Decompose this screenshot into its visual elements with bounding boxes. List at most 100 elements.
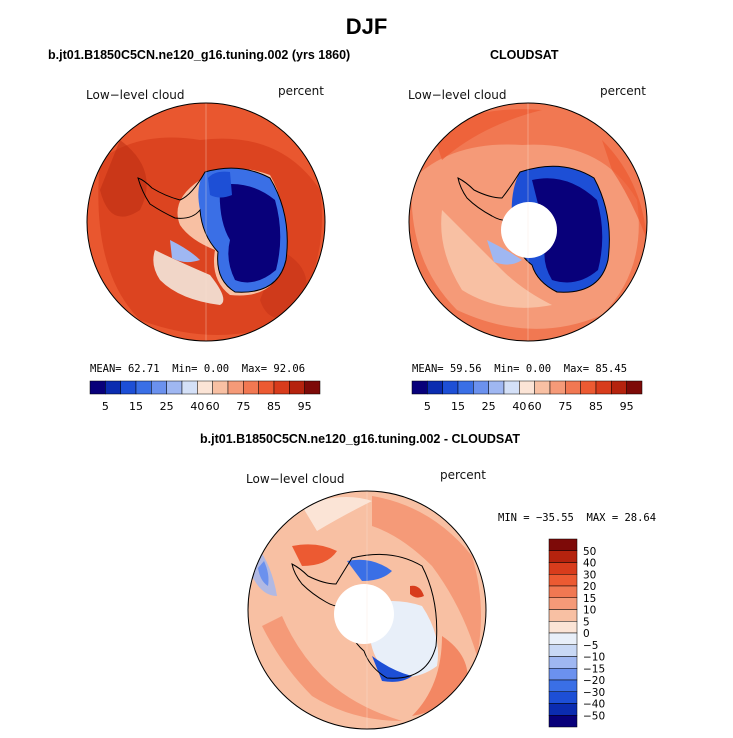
panel-1-max-label: Max=: [241, 363, 268, 375]
colorbar-tick-label: −20: [583, 675, 605, 687]
panel-3-max-label: MAX =: [586, 512, 619, 524]
colorbar-swatch: [488, 380, 505, 395]
colorbar-tick-label: 40: [512, 400, 526, 413]
colorbar-tick-label: 10: [583, 605, 596, 617]
colorbar-swatch: [181, 380, 198, 395]
colorbar-swatch: [166, 380, 183, 395]
colorbar-tick-label: 95: [298, 400, 312, 413]
colorbar-swatch: [473, 380, 489, 395]
colorbar-tick-label: 20: [583, 581, 596, 593]
colorbar-tick-label: 60: [206, 400, 220, 413]
panel-3-map: [247, 490, 487, 730]
panel-2-max-label: Max=: [563, 363, 590, 375]
panel-1-mean-label: MEAN=: [90, 363, 122, 375]
panel-1-max: 92.06: [273, 363, 306, 375]
panel-3-min: −35.55: [535, 512, 574, 524]
panel-1-stats: MEAN= 62.71 Min= 0.00 Max= 92.06: [90, 363, 305, 375]
colorbar-swatch: [197, 380, 213, 395]
panel-1-map: [86, 102, 326, 342]
panel-1-colorbar: 5 15 25 40 60 75 85 95: [89, 380, 321, 413]
colorbar-swatch: [548, 550, 578, 563]
colorbar-tick-label: 60: [528, 400, 542, 413]
colorbar-tick-label: 5: [102, 400, 109, 413]
colorbar-swatch: [105, 380, 121, 395]
colorbar-swatch: [548, 562, 578, 575]
panel-2-units: percent: [600, 84, 646, 98]
colorbar-swatch: [565, 380, 581, 395]
colorbar-tick-label: 40: [583, 558, 596, 570]
panel-1-units: percent: [278, 84, 324, 98]
colorbar-swatch: [548, 597, 578, 610]
colorbar-swatch: [548, 632, 578, 645]
colorbar-swatch: [548, 585, 578, 598]
panel-2-variable: Low−level cloud: [408, 88, 507, 102]
colorbar-swatch: [548, 703, 578, 716]
colorbar-tick-label: 5: [424, 400, 431, 413]
colorbar-swatch: [548, 644, 578, 657]
panel-2-mean: 59.56: [449, 363, 482, 375]
colorbar-tick-label: 30: [583, 569, 596, 581]
colorbar-tick-label: 25: [160, 400, 174, 413]
colorbar-swatch: [243, 380, 259, 395]
colorbar-swatch: [411, 380, 428, 395]
colorbar-swatch: [595, 380, 612, 395]
colorbar-swatch: [304, 380, 321, 395]
colorbar-swatch: [534, 380, 551, 395]
colorbar-swatch: [548, 679, 578, 692]
colorbar-tick-label: 5: [583, 616, 590, 628]
colorbar-swatch: [548, 574, 578, 587]
figure-title: DJF: [345, 14, 388, 39]
colorbar-swatch: [151, 380, 167, 395]
colorbar-tick-label: −15: [583, 663, 605, 675]
colorbar-swatch: [135, 380, 152, 395]
colorbar-tick-label: −50: [583, 710, 605, 722]
colorbar-tick-label: −10: [583, 652, 605, 664]
colorbar-swatch: [503, 380, 520, 395]
panel-2-title: CLOUDSAT: [490, 48, 559, 62]
panel-2-mean-label: MEAN=: [412, 363, 444, 375]
colorbar-swatch: [580, 380, 597, 395]
colorbar-swatch: [289, 380, 305, 395]
colorbar-swatch: [273, 380, 290, 395]
colorbar-tick-label: 75: [236, 400, 250, 413]
colorbar-swatch: [227, 380, 244, 395]
colorbar-tick-label: 95: [620, 400, 634, 413]
colorbar-swatch: [548, 668, 578, 681]
panel-1-min: 0.00: [203, 363, 230, 375]
panel-3-min-label: MIN =: [498, 512, 530, 524]
colorbar-tick-label: 15: [129, 400, 143, 413]
colorbar-swatch: [626, 380, 643, 395]
colorbar-swatch: [457, 380, 474, 395]
colorbar-swatch: [548, 656, 578, 669]
panel-1-mean: 62.71: [127, 363, 160, 375]
panel-2-max: 85.45: [595, 363, 628, 375]
colorbar-tick-label: −40: [583, 699, 605, 711]
colorbar-tick-label: 15: [583, 593, 596, 605]
panel-2-min: 0.00: [525, 363, 552, 375]
colorbar-tick-label: −5: [583, 640, 598, 652]
colorbar-swatch: [427, 380, 443, 395]
colorbar-swatch: [548, 715, 578, 728]
colorbar-tick-label: 0: [583, 628, 590, 640]
colorbar-tick-label: −30: [583, 687, 605, 699]
colorbar-swatch: [442, 380, 459, 395]
panel-1-title: b.jt01.B1850C5CN.ne120_g16.tuning.002 (y…: [48, 48, 351, 62]
colorbar-swatch: [548, 609, 578, 622]
colorbar-swatch: [258, 380, 275, 395]
colorbar-swatch: [548, 538, 578, 551]
colorbar-swatch: [548, 691, 578, 704]
panel-2-colorbar: 5 15 25 40 60 75 85 95: [411, 380, 643, 413]
colorbar-swatch: [89, 380, 106, 395]
colorbar-tick-label: 40: [190, 400, 204, 413]
panel-3-max: 28.64: [624, 512, 657, 524]
colorbar-swatch: [611, 380, 627, 395]
panel-1-variable: Low−level cloud: [86, 88, 185, 102]
colorbar-swatch: [549, 380, 566, 395]
colorbar-swatch: [519, 380, 535, 395]
colorbar-tick-label: 50: [583, 546, 596, 558]
panel-3-variable: Low−level cloud: [246, 472, 345, 486]
colorbar-tick-label: 85: [267, 400, 281, 413]
colorbar-tick-label: 15: [451, 400, 465, 413]
colorbar-tick-label: 85: [589, 400, 603, 413]
panel-2-min-label: Min=: [494, 363, 520, 375]
